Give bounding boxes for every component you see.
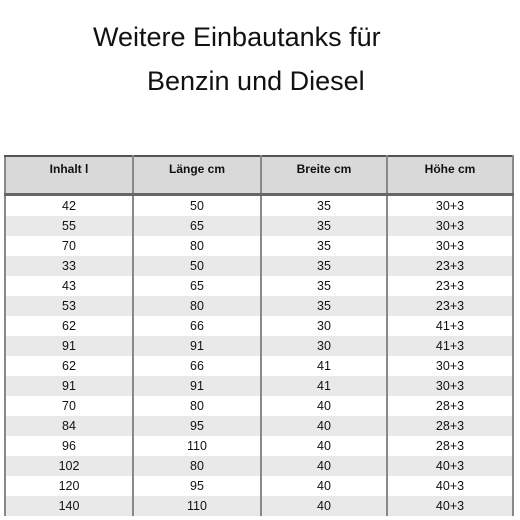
table-cell-breite: 35 (260, 235, 388, 256)
table-cell-breite: 41 (260, 375, 388, 396)
table-cell-breite: 40 (260, 495, 388, 516)
table-cell-hoehe: 30+3 (386, 375, 514, 396)
table-cell-inhalt: 55 (4, 215, 134, 236)
table-cell-breite: 40 (260, 455, 388, 476)
table-cell-breite: 35 (260, 275, 388, 296)
table-cell-laenge: 91 (132, 335, 262, 356)
table-cell-breite: 40 (260, 475, 388, 496)
column-header-laenge: Länge cm (132, 155, 262, 196)
column-header-breite: Breite cm (260, 155, 388, 196)
table-cell-hoehe: 40+3 (386, 475, 514, 496)
page-title-line-2: Benzin und Diesel (147, 66, 365, 96)
table-cell-inhalt: 91 (4, 335, 134, 356)
table-cell-breite: 41 (260, 355, 388, 376)
table-cell-inhalt: 120 (4, 475, 134, 496)
table-cell-hoehe: 28+3 (386, 395, 514, 416)
table-row: 43 65 35 23+3 (4, 275, 514, 296)
column-header-inhalt: Inhalt l (4, 155, 134, 196)
table-row: 53 80 35 23+3 (4, 295, 514, 316)
table-cell-breite: 35 (260, 215, 388, 236)
table-cell-breite: 40 (260, 395, 388, 416)
table-cell-hoehe: 41+3 (386, 315, 514, 336)
table-row: 140 110 40 40+3 (4, 495, 514, 516)
table-cell-laenge: 66 (132, 355, 262, 376)
table-cell-hoehe: 30+3 (386, 355, 514, 376)
table-row: 70 80 40 28+3 (4, 395, 514, 416)
table-cell-hoehe: 23+3 (386, 255, 514, 276)
table-cell-hoehe: 30+3 (386, 194, 514, 216)
table-cell-laenge: 95 (132, 475, 262, 496)
table-row: 84 95 40 28+3 (4, 415, 514, 436)
table-cell-hoehe: 40+3 (386, 455, 514, 476)
table-cell-hoehe: 28+3 (386, 415, 514, 436)
table-cell-laenge: 80 (132, 395, 262, 416)
table-cell-laenge: 50 (132, 194, 262, 216)
table-cell-laenge: 80 (132, 235, 262, 256)
table-cell-inhalt: 91 (4, 375, 134, 396)
table-cell-hoehe: 23+3 (386, 275, 514, 296)
table-cell-inhalt: 62 (4, 355, 134, 376)
table-cell-hoehe: 40+3 (386, 495, 514, 516)
table-cell-inhalt: 102 (4, 455, 134, 476)
table-row: 91 91 30 41+3 (4, 335, 514, 356)
table-cell-laenge: 91 (132, 375, 262, 396)
table-cell-laenge: 65 (132, 215, 262, 236)
table-row: 102 80 40 40+3 (4, 455, 514, 476)
table-cell-hoehe: 23+3 (386, 295, 514, 316)
table-cell-hoehe: 28+3 (386, 435, 514, 456)
table-cell-inhalt: 43 (4, 275, 134, 296)
tank-dimensions-table: Inhalt l Länge cm Breite cm Höhe cm 42 50… (4, 155, 514, 516)
table-cell-breite: 30 (260, 335, 388, 356)
table-cell-inhalt: 140 (4, 495, 134, 516)
table-cell-hoehe: 30+3 (386, 235, 514, 256)
column-header-hoehe: Höhe cm (386, 155, 514, 196)
table-row: 96 110 40 28+3 (4, 435, 514, 456)
table-cell-inhalt: 70 (4, 395, 134, 416)
page-title-line-1: Weitere Einbautanks für (93, 22, 381, 52)
table-cell-breite: 40 (260, 415, 388, 436)
table-cell-laenge: 50 (132, 255, 262, 276)
table-cell-breite: 35 (260, 255, 388, 276)
table-cell-breite: 35 (260, 194, 388, 216)
table-cell-hoehe: 30+3 (386, 215, 514, 236)
table-cell-laenge: 80 (132, 455, 262, 476)
table-row: 42 50 35 30+3 (4, 194, 514, 216)
table-cell-laenge: 110 (132, 495, 262, 516)
table-row: 62 66 30 41+3 (4, 315, 514, 336)
table-cell-inhalt: 62 (4, 315, 134, 336)
table-row: 120 95 40 40+3 (4, 475, 514, 496)
table-cell-breite: 30 (260, 315, 388, 336)
table-row: 91 91 41 30+3 (4, 375, 514, 396)
table-cell-breite: 35 (260, 295, 388, 316)
table-body: 42 50 35 30+3 55 65 35 30+3 70 80 35 30+3 33 50 35 23+3… (4, 194, 514, 516)
table-row: 33 50 35 23+3 (4, 255, 514, 276)
table-cell-laenge: 66 (132, 315, 262, 336)
table-cell-inhalt: 70 (4, 235, 134, 256)
table-cell-inhalt: 33 (4, 255, 134, 276)
table-cell-inhalt: 53 (4, 295, 134, 316)
table-row: 70 80 35 30+3 (4, 235, 514, 256)
table-cell-laenge: 110 (132, 435, 262, 456)
table-cell-inhalt: 42 (4, 194, 134, 216)
table-row: 62 66 41 30+3 (4, 355, 514, 376)
table-cell-laenge: 65 (132, 275, 262, 296)
table-cell-inhalt: 84 (4, 415, 134, 436)
table-row: 55 65 35 30+3 (4, 215, 514, 236)
table-header-row: Inhalt l Länge cm Breite cm Höhe cm (4, 155, 514, 196)
table-cell-breite: 40 (260, 435, 388, 456)
table-cell-laenge: 80 (132, 295, 262, 316)
table-cell-laenge: 95 (132, 415, 262, 436)
table-cell-hoehe: 41+3 (386, 335, 514, 356)
table-cell-inhalt: 96 (4, 435, 134, 456)
